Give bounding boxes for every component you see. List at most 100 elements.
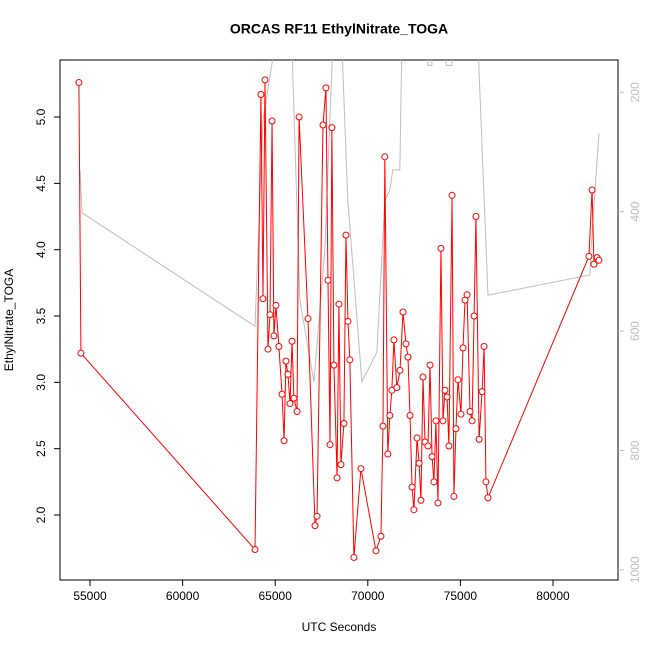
data-point — [324, 276, 332, 284]
y2-tick-label: 600 — [628, 321, 642, 341]
data-point — [259, 295, 267, 303]
plot-area — [75, 60, 603, 561]
data-point — [326, 441, 334, 449]
data-point — [384, 450, 392, 458]
y2-tick-label: 800 — [628, 440, 642, 460]
data-point — [264, 345, 272, 353]
data-point — [340, 419, 348, 427]
x-tick-label: 75000 — [444, 589, 478, 603]
data-point — [311, 522, 319, 530]
data-point — [390, 336, 398, 344]
x-tick-label: 65000 — [259, 589, 293, 603]
data-point — [288, 337, 296, 345]
data-point — [342, 231, 350, 239]
data-point — [396, 366, 404, 374]
data-point — [330, 361, 338, 369]
data-point — [346, 356, 354, 364]
data-point — [432, 417, 440, 425]
series-line — [79, 60, 600, 384]
data-point — [585, 252, 593, 260]
data-point — [268, 117, 276, 125]
x-tick-label: 70000 — [351, 589, 385, 603]
data-point — [372, 547, 380, 555]
data-point — [413, 434, 421, 442]
data-point — [452, 425, 460, 433]
data-point — [284, 370, 292, 378]
data-point — [404, 353, 412, 361]
data-point — [463, 291, 471, 299]
data-point — [379, 422, 387, 430]
data-point — [393, 384, 401, 392]
data-point — [319, 121, 327, 129]
data-point — [280, 437, 288, 445]
data-point — [333, 474, 341, 482]
plot-frame — [59, 59, 619, 581]
data-point — [439, 417, 447, 425]
data-point — [261, 76, 269, 84]
data-point — [470, 312, 478, 320]
data-point — [350, 553, 358, 561]
data-point — [441, 386, 449, 394]
data-point — [399, 308, 407, 316]
data-point — [328, 124, 336, 132]
data-point — [428, 453, 436, 461]
data-point — [437, 244, 445, 252]
data-point — [457, 410, 465, 418]
data-point — [275, 343, 283, 351]
data-point — [406, 412, 414, 420]
data-point — [272, 301, 280, 309]
data-point — [468, 417, 476, 425]
x-tick-label: 60000 — [166, 589, 200, 603]
data-point — [293, 408, 301, 416]
data-point — [386, 412, 394, 420]
data-point — [282, 357, 290, 365]
data-point — [344, 317, 352, 325]
data-point — [415, 459, 423, 467]
data-point — [377, 532, 385, 540]
data-point — [454, 376, 462, 384]
data-point — [290, 394, 298, 402]
data-point — [459, 344, 467, 352]
data-point — [286, 400, 294, 408]
data-point — [270, 332, 278, 340]
x-tick-label: 80000 — [536, 589, 570, 603]
data-point — [304, 315, 312, 323]
data-point — [266, 311, 274, 319]
x-tick-label: 55000 — [73, 589, 107, 603]
data-point — [450, 492, 458, 500]
data-point — [278, 390, 286, 398]
data-point — [484, 494, 492, 502]
data-point — [295, 113, 303, 121]
y-tick-label: 4.0 — [34, 241, 48, 258]
data-point — [472, 213, 480, 221]
data-point — [466, 408, 474, 416]
data-point — [434, 499, 442, 507]
data-point — [313, 512, 321, 520]
data-point — [417, 496, 425, 504]
data-point — [402, 340, 410, 348]
data-point — [430, 478, 438, 486]
data-point — [478, 388, 486, 396]
data-point — [381, 153, 389, 161]
y2-tick-label: 200 — [628, 82, 642, 102]
y-tick-label: 2.5 — [34, 440, 48, 457]
data-point — [595, 256, 603, 264]
data-point — [335, 300, 343, 308]
data-point — [426, 361, 434, 369]
chart-title: ORCAS RF11 EthylNitrate_TOGA — [230, 21, 448, 37]
y-tick-label: 4.5 — [34, 175, 48, 192]
y-tick-label: 2.0 — [34, 506, 48, 523]
data-point — [257, 90, 265, 98]
data-point — [337, 461, 345, 469]
data-point — [480, 343, 488, 351]
data-point — [482, 478, 490, 486]
data-point — [445, 442, 453, 450]
data-point — [357, 465, 365, 473]
data-point — [77, 349, 85, 357]
data-point — [322, 84, 330, 92]
data-point — [75, 79, 83, 87]
y2-tick-label: 1000 — [628, 556, 642, 583]
data-point — [590, 260, 598, 268]
